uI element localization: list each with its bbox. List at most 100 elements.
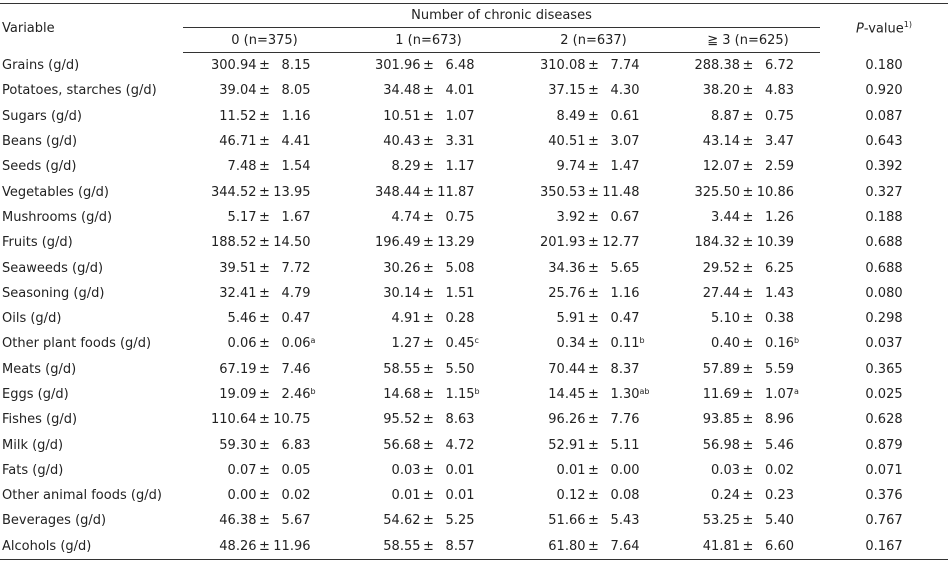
mean: 0.01: [391, 488, 421, 504]
mean-sd: 188.52 ±14.50: [183, 235, 346, 250]
data-row: Fishes (g/d) 110.64 ±10.75 95.52 ±8.63 96.26 ±…: [0, 407, 948, 432]
value-cell: 39.51 ±7.72: [183, 255, 346, 280]
sd: 12.77: [602, 235, 640, 251]
plus-minus: ±: [588, 387, 599, 402]
plus-minus: ±: [742, 83, 754, 99]
mean-sd: 70.44 ±8.37: [511, 362, 676, 377]
value-cell: 0.00 ±0.02: [183, 483, 346, 508]
mean: 8.29: [391, 159, 421, 175]
value-cell: 9.74 ±1.47: [511, 154, 676, 179]
mean: 51.66: [548, 513, 586, 529]
sd: 1.43: [765, 285, 794, 301]
data-row: Beans (g/d) 46.71 ±4.41 40.43 ±3.31 40.51 ±3.0…: [0, 129, 948, 154]
p-value: 0.376: [865, 488, 903, 504]
mean-sd: 0.00 ±0.02: [183, 488, 346, 503]
sd: 1.54: [281, 159, 311, 175]
sd: 5.25: [445, 513, 475, 529]
plus-minus: ±: [742, 488, 754, 504]
p-value: 0.628: [865, 412, 903, 428]
variable-label: Milk (g/d): [2, 437, 64, 453]
mean-sd: 39.51 ±7.72: [183, 261, 346, 276]
mean-sd: 14.68 ±1.15 b: [346, 387, 511, 402]
mean-sd: 61.80 ±7.64: [511, 539, 676, 554]
sd: 0.38: [765, 311, 794, 327]
mean: 57.89: [702, 361, 740, 377]
plus-minus: ±: [423, 235, 434, 251]
mean-sd: 96.26 ±7.76: [511, 412, 676, 427]
value-cell: 38.20 ±4.83: [676, 78, 820, 103]
p-value: 0.365: [865, 361, 903, 377]
value-cell: 110.64 ±10.75: [183, 407, 346, 432]
mean-sd: 67.19 ±7.46: [183, 362, 346, 377]
value-cell: 40.51 ±3.07: [511, 129, 676, 154]
value-cell: 46.38 ±5.67: [183, 508, 346, 533]
mean-sd: 25.76 ±1.16: [511, 286, 676, 301]
sd: 2.46: [281, 387, 311, 402]
value-cell: 0.40 ±0.16 b: [676, 331, 820, 356]
sd: 10.75: [273, 412, 311, 428]
sd: 7.46: [281, 361, 311, 377]
value-cell: 51.66 ±5.43: [511, 508, 676, 533]
sd: 7.74: [610, 58, 640, 74]
sd: 11.96: [273, 538, 311, 554]
plus-minus: ±: [259, 83, 270, 99]
mean: 350.53: [540, 184, 586, 200]
mean: 4.74: [391, 209, 421, 225]
sd: 5.40: [765, 513, 794, 529]
value-cell: 288.38 ±6.72: [676, 53, 820, 79]
plus-minus: ±: [588, 412, 599, 428]
sd: 7.72: [281, 260, 311, 276]
p-note: 1): [903, 20, 912, 30]
p-value: 0.037: [865, 336, 903, 352]
value-cell: 188.52 ±14.50: [183, 230, 346, 255]
mean-sd: 110.64 ±10.75: [183, 412, 346, 427]
mean-sd: 184.32 ±10.39: [676, 235, 820, 250]
value-cell: 8.49 ±0.61: [511, 104, 676, 129]
mean-sd: 300.94 ±8.15: [183, 58, 346, 73]
mean-sd: 34.36 ±5.65: [511, 261, 676, 276]
plus-minus: ±: [259, 134, 270, 150]
sd: 0.02: [281, 488, 311, 504]
sd: 0.61: [610, 108, 640, 124]
value-cell: 58.55 ±5.50: [346, 357, 511, 382]
value-cell: 11.69 ±1.07 a: [676, 382, 820, 407]
plus-minus: ±: [742, 311, 754, 327]
value-cell: 0.01 ±0.00: [511, 458, 676, 483]
p-value: 0.188: [865, 209, 903, 225]
mean-sd: 5.46 ±0.47: [183, 311, 346, 326]
mean-sd: 5.10 ±0.38: [676, 311, 820, 326]
plus-minus: ±: [423, 462, 434, 478]
sd: 2.59: [765, 159, 794, 175]
plus-minus: ±: [742, 108, 754, 124]
p-value: 0.180: [865, 57, 903, 73]
data-row: Milk (g/d) 59.30 ±6.83 56.68 ±4.72 52.91 ±5.11…: [0, 432, 948, 457]
sd: 0.75: [765, 108, 794, 124]
value-cell: 52.91 ±5.11: [511, 432, 676, 457]
data-row: Sugars (g/d) 11.52 ±1.16 10.51 ±1.07 8.49 ±0.6…: [0, 104, 948, 129]
plus-minus: ±: [588, 462, 599, 478]
plus-minus: ±: [423, 134, 434, 150]
mean-sd: 56.68 ±4.72: [346, 438, 511, 453]
superscript: b: [639, 336, 645, 346]
mean: 41.81: [702, 538, 740, 554]
value-cell: 196.49 ±13.29: [346, 230, 511, 255]
plus-minus: ±: [588, 108, 599, 124]
value-cell: 30.26 ±5.08: [346, 255, 511, 280]
plus-minus: ±: [742, 361, 754, 377]
mean-sd: 3.92 ±0.67: [511, 210, 676, 225]
mean: 196.49: [375, 235, 421, 251]
value-cell: 95.52 ±8.63: [346, 407, 511, 432]
mean-sd: 48.26 ±11.96: [183, 539, 346, 554]
column-header: 0 (n=375): [183, 27, 346, 53]
mean-sd: 40.43 ±3.31: [346, 134, 511, 149]
mean: 5.91: [556, 311, 586, 327]
mean-sd: 301.96 ±6.48: [346, 58, 511, 73]
sd: 11.48: [602, 184, 640, 200]
mean: 0.34: [556, 336, 586, 352]
plus-minus: ±: [742, 134, 754, 150]
sd: 0.02: [765, 462, 794, 478]
mean: 93.85: [702, 412, 740, 428]
value-cell: 5.91 ±0.47: [511, 306, 676, 331]
plus-minus: ±: [423, 538, 434, 554]
mean-sd: 8.29 ±1.17: [346, 159, 511, 174]
